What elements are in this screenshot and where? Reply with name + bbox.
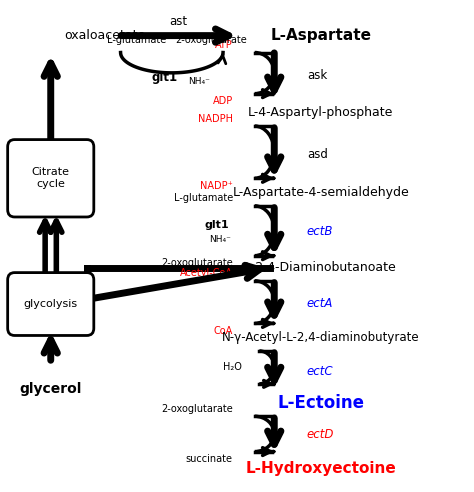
Text: glycerol: glycerol [19, 382, 82, 396]
Text: ATP: ATP [215, 40, 233, 50]
Text: CoA: CoA [214, 326, 233, 336]
Text: Citrate
cycle: Citrate cycle [32, 167, 70, 189]
Text: 2-oxoglutarate: 2-oxoglutarate [175, 35, 247, 45]
Text: L-Aspartate-4-semialdehyde: L-Aspartate-4-semialdehyde [232, 186, 409, 199]
Text: asd: asd [307, 148, 328, 160]
Text: L-Ectoine: L-Ectoine [277, 394, 365, 412]
Text: glt1: glt1 [152, 71, 178, 84]
Text: glt1: glt1 [205, 220, 229, 230]
FancyBboxPatch shape [8, 273, 94, 336]
Text: ADP: ADP [212, 96, 233, 106]
Text: ectC: ectC [307, 365, 334, 378]
Text: L-Hydroxyectoine: L-Hydroxyectoine [246, 461, 396, 476]
Text: NADP⁺: NADP⁺ [200, 181, 233, 191]
Text: ectA: ectA [307, 297, 333, 309]
Text: L-glutamate: L-glutamate [107, 35, 166, 45]
Text: N-γ-Acetyl-L-2,4-diaminobutyrate: N-γ-Acetyl-L-2,4-diaminobutyrate [222, 332, 419, 344]
Text: L-2,4-Diaminobutanoate: L-2,4-Diaminobutanoate [245, 261, 397, 274]
Text: H₂O: H₂O [223, 363, 242, 372]
Text: ectD: ectD [307, 428, 334, 441]
Text: 2-oxoglutarate: 2-oxoglutarate [161, 404, 233, 414]
Text: NH₄⁻: NH₄⁻ [210, 235, 231, 244]
Text: NADPH: NADPH [198, 114, 233, 123]
Text: ask: ask [307, 69, 327, 82]
FancyBboxPatch shape [8, 140, 94, 217]
Text: ectB: ectB [307, 225, 333, 238]
Text: 2-oxoglutarate: 2-oxoglutarate [161, 258, 233, 268]
Text: oxaloacetate: oxaloacetate [65, 29, 146, 42]
Text: Acetyl-CoA: Acetyl-CoA [180, 269, 233, 278]
Text: L-4-Aspartyl-phosphate: L-4-Aspartyl-phosphate [248, 106, 393, 120]
Text: L-Aspartate: L-Aspartate [270, 28, 371, 43]
Text: glycolysis: glycolysis [24, 299, 78, 309]
Text: ast: ast [170, 15, 188, 29]
Text: NH₄⁻: NH₄⁻ [188, 77, 210, 86]
Text: L-glutamate: L-glutamate [173, 193, 233, 203]
Text: succinate: succinate [186, 454, 233, 464]
